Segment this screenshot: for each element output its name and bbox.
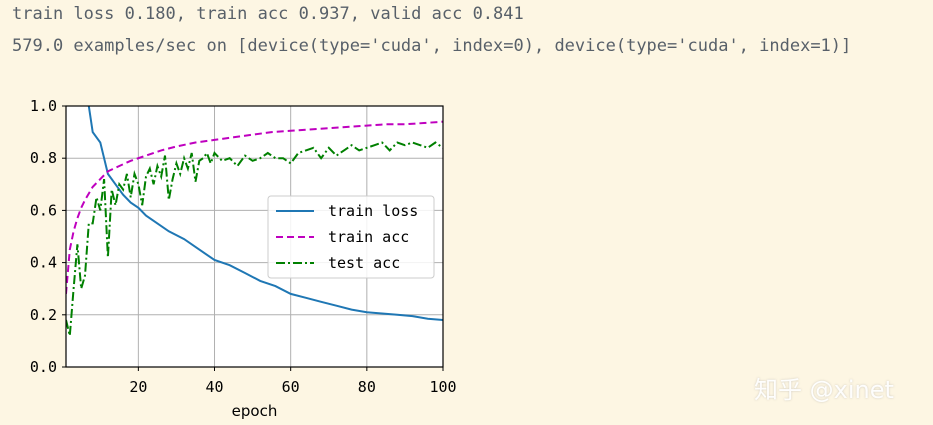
- legend-label: train loss: [328, 202, 418, 220]
- series-line-train-acc: [66, 120, 443, 294]
- y-tick-label: 0.2: [30, 306, 57, 324]
- y-tick-label: 1.0: [30, 97, 57, 115]
- legend-label: test acc: [328, 254, 400, 272]
- chart-legend: train loss train acc test acc: [267, 195, 435, 279]
- chart-frame: [65, 105, 444, 368]
- chart-ticks: 20 40 60 80 100 0.0 0.2 0.4 0.6 0.8 1.0: [30, 97, 457, 396]
- chart-series: [66, 106, 443, 336]
- x-tick-label: 20: [129, 378, 147, 396]
- x-tick-label: 40: [205, 378, 223, 396]
- y-tick-label: 0.0: [30, 358, 57, 376]
- legend-label: train acc: [328, 228, 409, 246]
- y-tick-label: 0.4: [30, 254, 57, 272]
- watermark: 知乎 @xinet: [754, 376, 894, 404]
- y-tick-label: 0.8: [30, 149, 57, 167]
- x-tick-label: 100: [429, 378, 456, 396]
- series-line-test-acc: [66, 141, 443, 336]
- series-line-train-loss: [87, 106, 443, 321]
- legend-box: [267, 195, 435, 279]
- train-log-line: train loss 0.180, train acc 0.937, valid…: [12, 4, 524, 24]
- y-tick-label: 0.6: [30, 201, 57, 219]
- x-tick-label: 80: [358, 378, 376, 396]
- throughput-log-line: 579.0 examples/sec on [device(type='cuda…: [12, 36, 852, 56]
- x-tick-label: 60: [282, 378, 300, 396]
- x-axis-label: epoch: [232, 402, 278, 420]
